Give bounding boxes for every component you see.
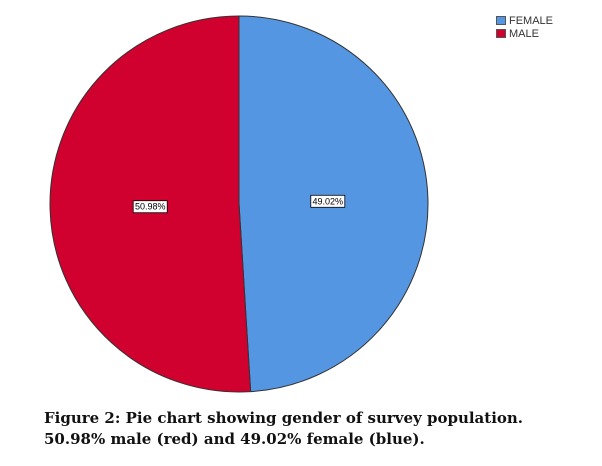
figure-caption: Figure 2: Pie chart showing gender of su… <box>44 409 524 448</box>
legend-item-male: MALE <box>496 27 553 40</box>
legend-label-female: FEMALE <box>509 14 554 27</box>
legend-swatch-male <box>496 29 506 38</box>
slice-label-text-male: 50.98% <box>135 202 166 212</box>
pie-slices <box>49 15 429 393</box>
slice-label-box-male <box>132 200 168 214</box>
slice-label-box-female <box>310 194 346 208</box>
slice-label-male: 50.98% <box>132 200 168 214</box>
legend-swatch-female <box>496 16 506 25</box>
legend-item-female: FEMALE <box>496 14 553 27</box>
pie-slice-labels: 49.02% 50.98% <box>132 194 346 214</box>
slice-label-text-female: 49.02% <box>313 196 344 206</box>
slice-label-female: 49.02% <box>310 194 346 208</box>
legend: FEMALE MALE <box>496 14 553 40</box>
legend-label-male: MALE <box>509 27 539 40</box>
